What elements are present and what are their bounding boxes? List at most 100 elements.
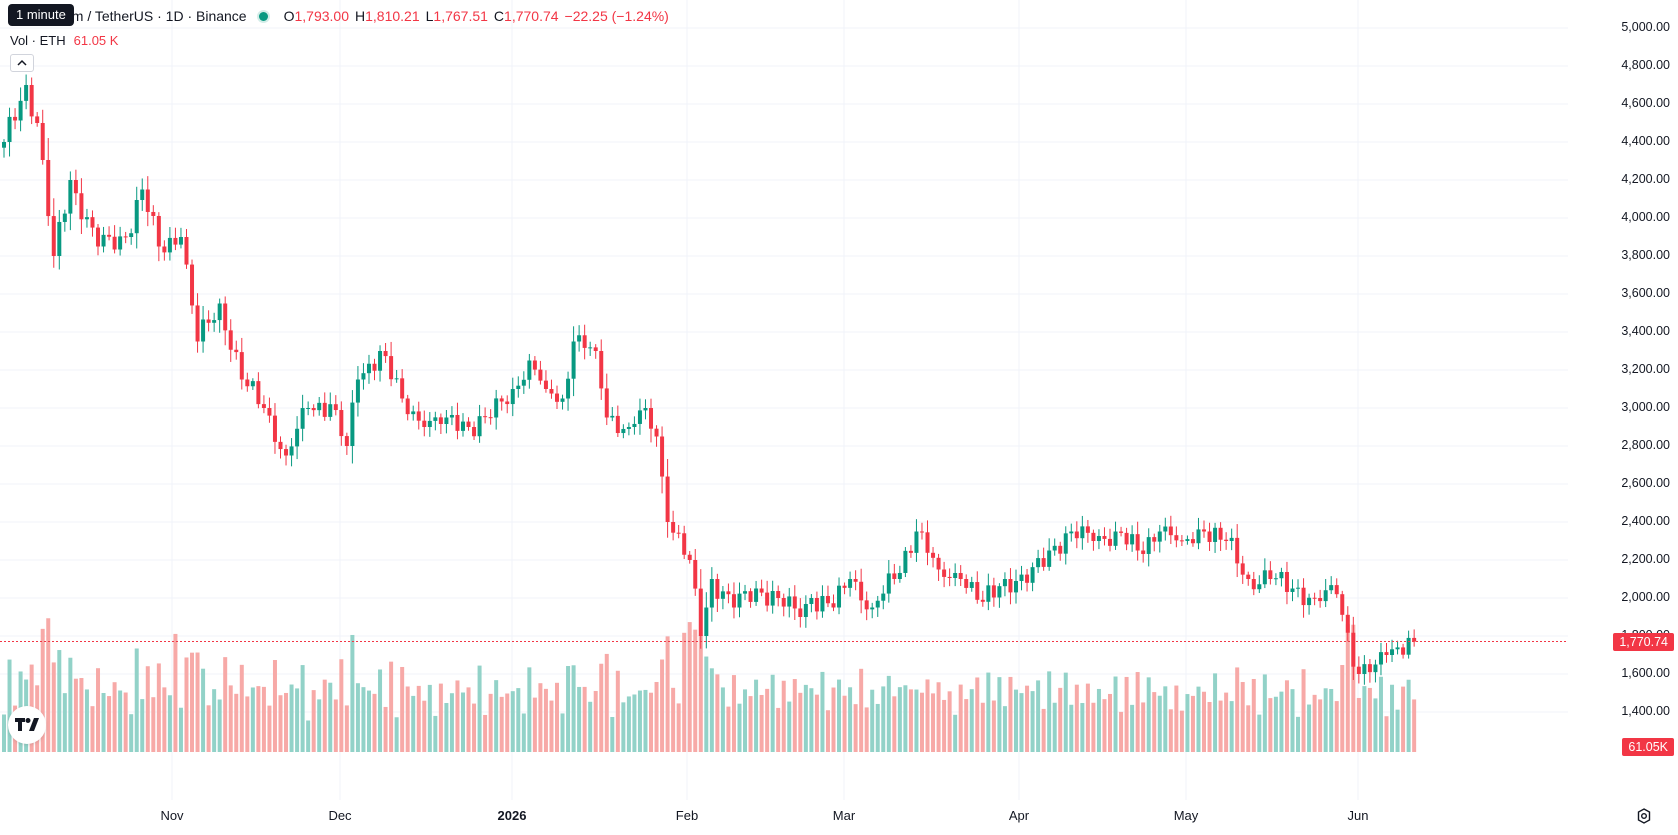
close-value: 1,770.74 [504,8,559,24]
candle-body [239,352,244,380]
volume-bar [626,696,631,752]
candle-body [848,579,853,588]
volume-bar [306,720,311,752]
volume-bar [57,650,62,752]
tradingview-mark-icon [15,718,39,731]
candle-body [1323,590,1328,602]
symbol-title[interactable]: um / TetherUS · 1D · Binance [64,8,247,24]
volume-bar [256,686,261,752]
candle-body [322,402,327,417]
volume-bar [555,682,559,752]
candle-body [361,373,366,380]
volume-bar [1179,710,1184,752]
volume-bar [505,693,510,752]
candle-body [859,581,864,601]
volume-bar [682,632,687,752]
volume-bar [599,663,604,752]
volume-bar [217,699,222,752]
candle-body [1119,531,1124,533]
volume-bar [1307,704,1312,752]
tradingview-logo-icon[interactable] [8,706,46,744]
candle-body [516,385,521,389]
volume-bar [848,687,853,752]
candle-body [903,550,908,573]
volume-bar [389,661,394,752]
candle-body [339,410,344,437]
volume-bar [355,683,360,752]
candle-body [555,393,559,402]
volume-bar [477,665,482,752]
volume-bar [1384,716,1389,752]
volume-bar [184,657,189,752]
volume-label[interactable]: Vol · ETH [10,32,66,48]
volume-bar [516,688,521,752]
candle-body [942,569,947,577]
candle-body [234,349,239,353]
candle-body [1235,537,1240,564]
volume-bar [1362,686,1367,752]
volume-bar [676,703,681,752]
candle-body [1091,532,1096,541]
candle-body [433,417,438,421]
candle-body [1268,570,1273,579]
candle-body [278,441,283,450]
low-key: L [425,8,434,24]
volume-bar [671,687,676,752]
candle-body [825,595,830,604]
candle-body [73,180,78,194]
volume-bar [720,687,725,752]
volume-bar [875,703,880,752]
volume-bar [1063,672,1068,752]
candle-body [1025,574,1030,583]
volume-bar [361,687,366,752]
candle-body [1207,531,1212,542]
volume-bar [1030,691,1035,752]
candle-body [621,428,626,434]
candle-body [1008,579,1013,593]
volume-bar [1102,699,1107,752]
volume-bar [289,684,294,752]
volume-bar [372,693,377,752]
candle-body [156,215,161,247]
candle-body [1202,529,1207,532]
candle-body [383,351,388,357]
volume-bar [798,692,803,752]
candle-body [615,415,620,434]
candle-body [1052,545,1057,551]
candle-body [1390,649,1395,655]
volume-bar [577,686,582,752]
candle-body [831,603,836,608]
volume-bar [261,686,266,752]
price-axis-label: 4,800.00 [1621,58,1670,72]
candle-body [814,598,819,612]
candle-body [317,402,322,411]
settings-gear-icon[interactable] [1634,806,1654,826]
volume-bar [328,682,333,752]
volume-bar [809,688,814,752]
candle-body [809,598,814,604]
volume-bar [1002,706,1007,752]
candle-body [665,476,670,522]
volume-bar [1119,711,1124,752]
candle-body [256,381,261,405]
candle-body [245,379,250,387]
candle-body [947,576,952,579]
price-axis-label: 2,800.00 [1621,438,1670,452]
volume-bar [1390,684,1395,752]
volume-bar [781,680,786,752]
volume-bar [1251,678,1256,752]
volume-bar [1041,708,1046,752]
candle-body [1284,571,1289,592]
volume-bar [588,701,593,752]
volume-bar [239,664,244,752]
volume-bar [654,681,659,752]
collapse-legend-button[interactable] [10,54,34,72]
volume-bar [825,710,830,752]
volume-bar [754,679,759,752]
volume-bar [1395,709,1400,752]
volume-bar [803,684,808,752]
candle-body [1373,664,1378,673]
volume-bar [980,702,985,752]
volume-bar [195,652,200,752]
